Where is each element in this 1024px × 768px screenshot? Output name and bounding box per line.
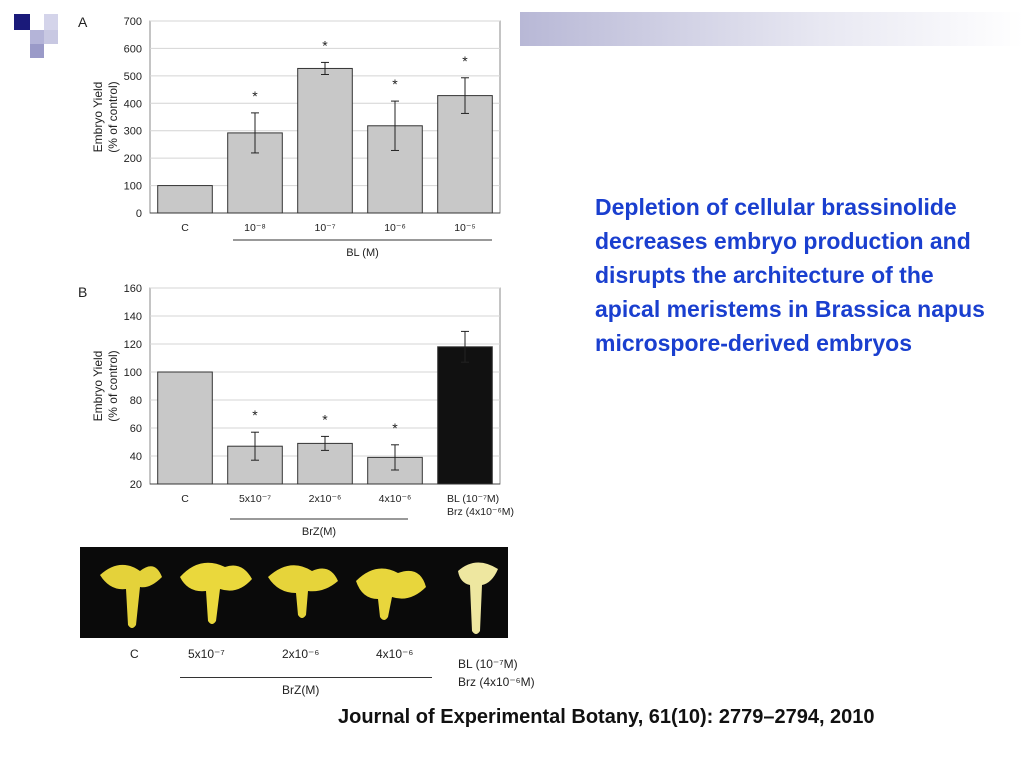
photo-group-line bbox=[180, 677, 432, 678]
y-tick-label: 200 bbox=[124, 153, 142, 165]
y-tick-label: 160 bbox=[124, 283, 142, 295]
corner-square-dark bbox=[14, 14, 30, 30]
y-tick-label: 100 bbox=[124, 367, 142, 379]
chart-a: 0 100 200 300 400 500 600 700 Embryo Yield (% of … bbox=[91, 16, 501, 259]
group-label: BrZ(M) bbox=[302, 526, 336, 538]
significance-mark: * bbox=[252, 88, 258, 104]
corner-square-light bbox=[44, 30, 58, 44]
bar bbox=[437, 95, 493, 214]
x-tick-label: 10⁻⁷ bbox=[314, 222, 335, 234]
significance-mark: * bbox=[322, 37, 328, 53]
x-tick-label: 10⁻⁶ bbox=[384, 222, 406, 234]
embryo-bl-brz bbox=[458, 562, 498, 634]
embryo-photo bbox=[80, 547, 508, 638]
significance-mark: * bbox=[392, 76, 398, 92]
y-axis-label: Embryo Yield bbox=[91, 351, 105, 422]
y-tick-label: 60 bbox=[130, 423, 142, 435]
photo-label-brz: Brz (4x10⁻⁶M) bbox=[458, 675, 535, 689]
photo-label-c: C bbox=[130, 647, 139, 661]
y-tick-label: 120 bbox=[124, 339, 142, 351]
significance-mark: * bbox=[322, 411, 328, 427]
y-tick-label: 600 bbox=[124, 43, 142, 55]
y-tick-label: 0 bbox=[136, 208, 142, 220]
y-tick-label: 500 bbox=[124, 71, 142, 83]
bar bbox=[157, 185, 213, 214]
x-tick-label: C bbox=[181, 222, 189, 234]
y-tick-label: 400 bbox=[124, 98, 142, 110]
photo-label-5e-7: 5x10⁻⁷ bbox=[188, 647, 225, 661]
photo-label-4e-6: 4x10⁻⁶ bbox=[376, 647, 414, 661]
y-axis-label: (% of control) bbox=[106, 81, 120, 152]
x-tick-label: C bbox=[181, 493, 189, 505]
corner-square-light bbox=[44, 14, 58, 30]
bar bbox=[157, 371, 213, 485]
embryo-c bbox=[100, 564, 162, 628]
embryo-photo-art bbox=[100, 562, 498, 634]
x-tick-label: 4x10⁻⁶ bbox=[379, 493, 412, 505]
photo-label-2e-6: 2x10⁻⁶ bbox=[282, 647, 320, 661]
x-tick-label: 2x10⁻⁶ bbox=[309, 493, 342, 505]
y-tick-label: 40 bbox=[130, 451, 142, 463]
y-tick-label: 300 bbox=[124, 126, 142, 138]
citation: Journal of Experimental Botany, 61(10): … bbox=[338, 706, 875, 728]
significance-mark: * bbox=[392, 420, 398, 436]
embryo-5e-7 bbox=[180, 562, 252, 624]
x-tick-label: 10⁻⁵ bbox=[454, 222, 476, 234]
y-tick-label: 20 bbox=[130, 479, 142, 491]
panel-letter-b: B bbox=[78, 284, 88, 300]
photo-label-bl: BL (10⁻⁷M) bbox=[458, 657, 518, 671]
slide-caption: Depletion of cellular brassinolide decre… bbox=[595, 194, 985, 356]
corner-square-light bbox=[30, 30, 44, 44]
y-tick-label: 140 bbox=[124, 311, 142, 323]
x-tick-label: Brz (4x10⁻⁶M) bbox=[447, 506, 514, 518]
header-gradient-bar bbox=[520, 12, 1024, 46]
chart-b: 20 40 60 80 100 120 140 160 Embryo Yield (% of co… bbox=[91, 283, 514, 538]
y-axis-label: (% of control) bbox=[106, 350, 120, 421]
significance-mark: * bbox=[462, 53, 468, 69]
corner-square-light bbox=[30, 44, 44, 58]
y-axis-label: Embryo Yield bbox=[91, 82, 105, 153]
photo-labels: C 5x10⁻⁷ 2x10⁻⁶ 4x10⁻⁶ BL (10⁻⁷M) Brz (4… bbox=[80, 640, 550, 700]
x-tick-label: 5x10⁻⁷ bbox=[239, 493, 271, 505]
y-tick-label: 100 bbox=[124, 181, 142, 193]
y-tick-label: 80 bbox=[130, 395, 142, 407]
panel-letter-a: A bbox=[78, 14, 88, 30]
embryo-4e-6 bbox=[356, 568, 426, 620]
group-label: BL (M) bbox=[346, 247, 379, 259]
embryo-2e-6 bbox=[268, 565, 338, 618]
x-tick-label: BL (10⁻⁷M) bbox=[447, 493, 499, 505]
significance-mark: * bbox=[252, 407, 258, 423]
bar bbox=[297, 67, 353, 214]
y-tick-label: 700 bbox=[124, 16, 142, 28]
bar bbox=[437, 346, 493, 485]
photo-group-label: BrZ(M) bbox=[282, 683, 320, 697]
x-tick-label: 10⁻⁸ bbox=[244, 222, 266, 234]
